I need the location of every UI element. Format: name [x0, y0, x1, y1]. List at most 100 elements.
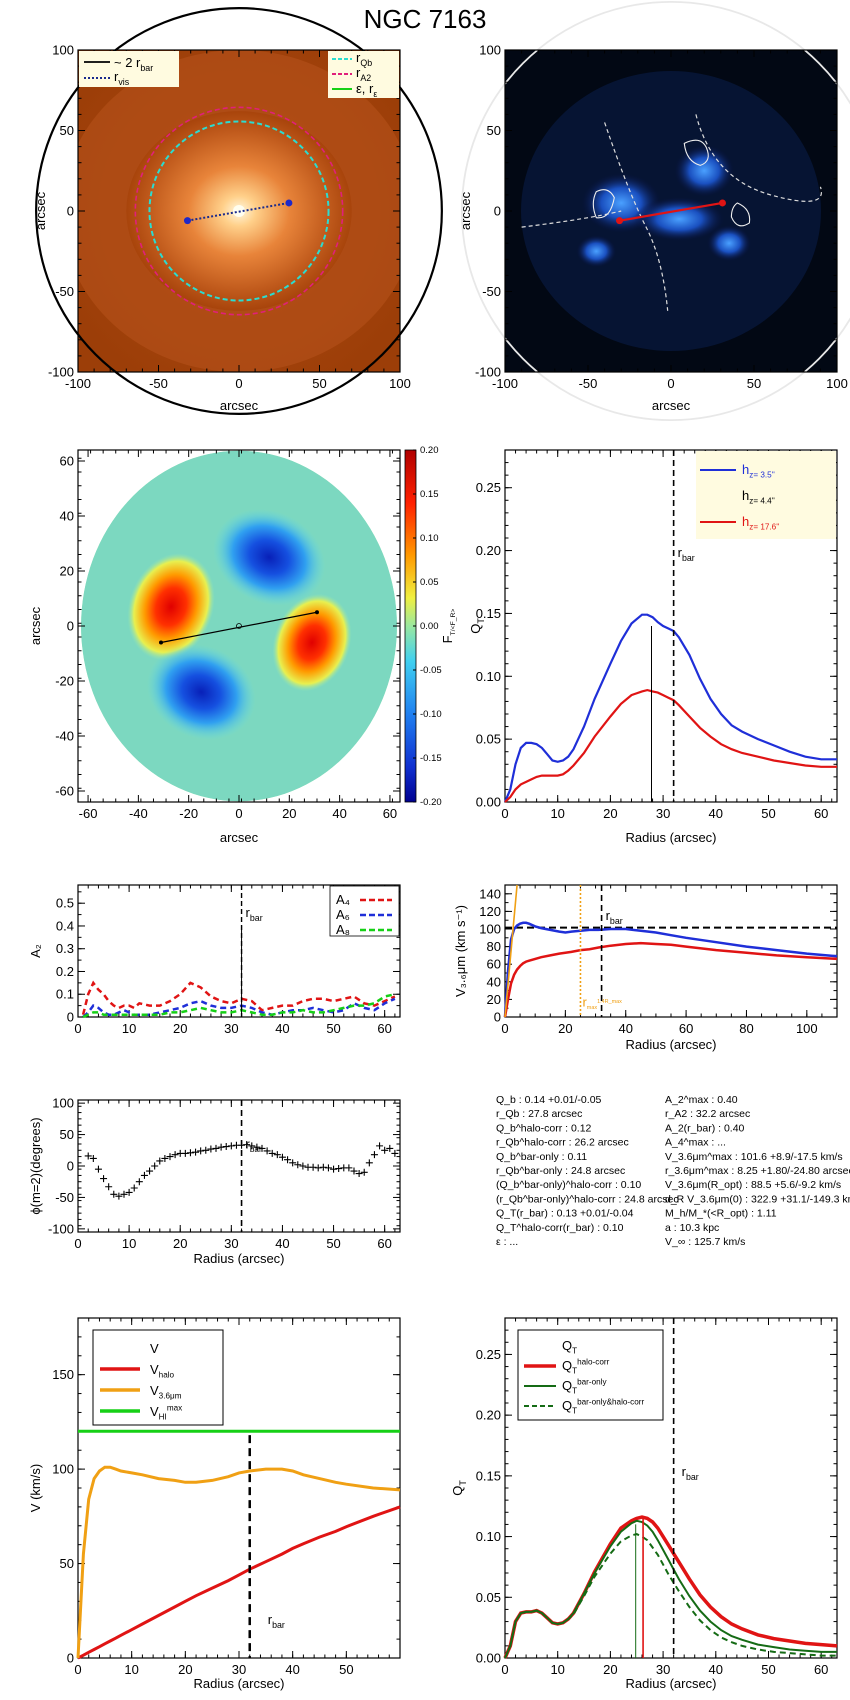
x-tick-label: 0 [74, 1662, 81, 1677]
phase-point [391, 1149, 399, 1157]
x-tick-label: 20 [558, 1021, 572, 1036]
phase-point [355, 1170, 363, 1178]
legend-label: hz= 3.5'' [742, 462, 775, 480]
colorbar-tick-label: 0.10 [420, 533, 439, 544]
phase-point [156, 1157, 164, 1165]
phase-point [258, 1144, 266, 1152]
circle-2rbar [35, 7, 443, 415]
fourier-series-line [81, 980, 396, 1016]
x-tick-label: 0 [74, 1021, 81, 1036]
fourier-series-line [83, 926, 395, 1012]
legend-label: QThalo-corr [562, 1358, 610, 1376]
x-tick-label: 0 [235, 806, 242, 821]
phase-point [181, 1149, 189, 1157]
plot-frame [77, 1099, 401, 1233]
rbar-label: rbar [268, 1612, 285, 1630]
mass-series-line [78, 1433, 400, 1658]
page-title: NGC 7163 [363, 4, 487, 34]
y-tick-label: 100 [52, 1462, 74, 1477]
x-tick-label: 10 [122, 1021, 136, 1036]
param-right: A_2(r_bar) : 0.40 [665, 1122, 745, 1134]
legend-label: hz= 4.4'' [742, 488, 775, 506]
phase-point [289, 1159, 297, 1167]
y-tick-label: 60 [60, 454, 74, 469]
phase-point [110, 1190, 118, 1198]
x-tick-label: 60 [377, 1236, 391, 1251]
y-tick-label: -20 [55, 674, 74, 689]
fourier-series-line [82, 992, 396, 1019]
param-left: Q_T^halo-corr(r_bar) : 0.10 [496, 1222, 624, 1234]
y-tick-label: 0.05 [476, 1590, 501, 1605]
x-tick-label: 30 [224, 1236, 238, 1251]
rvis-point-right [285, 199, 293, 207]
mass-series-line [76, 1465, 401, 1659]
y-tick-label: 0 [494, 1010, 501, 1025]
x-axis-label: Radius (arcsec) [193, 1251, 284, 1266]
x-tick-label: 0 [667, 376, 674, 391]
phase-point [263, 1147, 271, 1155]
phase-point [192, 1148, 200, 1156]
x-axis-label: arcsec [652, 398, 691, 413]
param-left: r_Qb^bar-only : 24.8 arcsec [496, 1165, 625, 1177]
torque-positive-blob-right [272, 593, 352, 692]
phase-point [140, 1171, 148, 1179]
phase-point [335, 1165, 343, 1173]
panel-mass-model: 0 10 20 30 40 50 0 50 100 150 rbar V Vhalo V3.6μm VHIm… [28, 1317, 401, 1691]
phase-point [360, 1168, 368, 1176]
phase-point [273, 1151, 281, 1159]
y-tick-label: 150 [52, 1367, 74, 1382]
y-tick-label: -50 [55, 284, 74, 299]
legend-label: A₈ [336, 922, 350, 937]
phase-point [207, 1145, 215, 1153]
y-tick-label: -50 [482, 284, 501, 299]
y-tick-label: 80 [487, 939, 501, 954]
x-tick-label: 50 [747, 376, 761, 391]
y-axis-label: A₂ [28, 944, 43, 958]
colorbar-tick-label: -0.15 [420, 753, 442, 764]
x-tick-label: 0 [501, 806, 508, 821]
phase-point [243, 1141, 251, 1149]
residual-blob [576, 235, 617, 268]
legend-label-eps: ε, rε [356, 81, 377, 99]
x-tick-label: 30 [224, 1021, 238, 1036]
panel-qt-profile: 0 10 20 30 40 50 60 0.00 0.05 0.10 0.15 0.20 0.25 rba… [468, 449, 838, 845]
phase-point [202, 1146, 210, 1154]
x-tick-label: 80 [739, 1021, 753, 1036]
y-tick-label: 100 [479, 43, 501, 58]
rotation-series-line [503, 921, 838, 1018]
y-tick-label: 0.4 [56, 918, 74, 933]
phase-point [84, 1152, 92, 1160]
spiral-arm-dashed-outer [521, 210, 622, 228]
qt-corr-series-line [503, 1515, 838, 1659]
y-tick-label: 0.2 [56, 964, 74, 979]
x-tick-label: 0 [74, 1236, 81, 1251]
phase-point [222, 1143, 230, 1151]
x-tick-label: -40 [129, 806, 148, 821]
phase-point [94, 1165, 102, 1173]
rmax-label: rmax1.4R_max [582, 994, 622, 1010]
legend-label: QT [562, 1338, 577, 1356]
residual-blob [707, 225, 752, 262]
fourier-series-line [82, 997, 396, 1018]
y-tick-label: 0 [67, 619, 74, 634]
x-tick-label: 60 [377, 1021, 391, 1036]
x-tick-label: 40 [618, 1021, 632, 1036]
panel-torque-map: -60 -40 -20 0 20 40 60 -60 -40 -20 0 20 40 60 0.20 0.15… [28, 445, 457, 845]
x-tick-label: 50 [339, 1662, 353, 1677]
x-tick-label: 20 [173, 1236, 187, 1251]
panel-qt-halo-corrected: 0 10 20 30 40 50 60 0.00 0.05 0.10 0.15 0.20 0.25 rba… [450, 1317, 838, 1691]
legend-label: V [150, 1341, 159, 1356]
circle-rA2 [134, 106, 344, 316]
bar-line [160, 611, 318, 644]
y-tick-label: -60 [55, 784, 74, 799]
qt-corr-series-line [504, 1519, 837, 1659]
legend-box-left [79, 51, 179, 87]
phase-point [146, 1167, 154, 1175]
bar-line [619, 201, 723, 222]
rbar-label: rbar [682, 1464, 699, 1482]
y-tick-label: 20 [60, 564, 74, 579]
contour-left [592, 189, 615, 219]
param-right: A_4^max : ... [665, 1137, 726, 1149]
